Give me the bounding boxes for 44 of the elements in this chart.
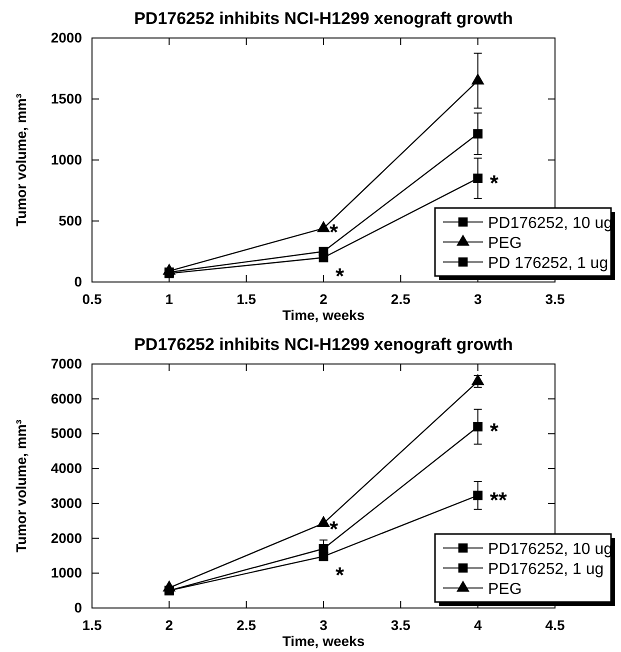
x-tick-label: 2 bbox=[165, 616, 174, 633]
y-tick-label: 7000 bbox=[50, 355, 82, 372]
annotation: * bbox=[336, 562, 344, 588]
y-tick-label: 5000 bbox=[50, 425, 82, 442]
y-tick-label: 4000 bbox=[50, 460, 82, 476]
chart-title: PD176252 inhibits NCI-H1299 xenograft growth bbox=[134, 9, 513, 28]
x-tick-label: 4 bbox=[474, 616, 482, 633]
y-tick-label: 500 bbox=[58, 212, 82, 228]
legend-label: PD176252, 1 ug bbox=[488, 561, 604, 578]
y-tick-label: 0 bbox=[74, 273, 82, 290]
annotation: * bbox=[490, 170, 499, 196]
y-tick-label: 6000 bbox=[50, 390, 82, 406]
x-tick-label: 3 bbox=[474, 290, 482, 307]
annotation: * bbox=[336, 264, 344, 289]
y-tick-label: 1500 bbox=[50, 90, 82, 106]
x-axis-title: Time, weeks bbox=[282, 633, 365, 649]
legend-label: PD 176252, 1 ug bbox=[488, 255, 608, 272]
x-tick-label: 2.5 bbox=[390, 290, 411, 307]
legend-label: PEG bbox=[488, 581, 522, 598]
y-axis-title: Tumor volume, mm³ bbox=[13, 93, 29, 226]
x-tick-label: 0.5 bbox=[82, 290, 102, 307]
x-axis-title: Time, weeks bbox=[282, 307, 365, 323]
x-tick-label: 1 bbox=[165, 290, 174, 307]
x-tick-label: 2 bbox=[320, 290, 328, 307]
y-tick-label: 2000 bbox=[50, 29, 82, 46]
y-tick-label: 1000 bbox=[50, 564, 82, 581]
x-tick-label: 4.5 bbox=[545, 616, 565, 633]
x-tick-label: 1.5 bbox=[236, 290, 256, 307]
x-tick-label: 1.5 bbox=[82, 616, 102, 633]
annotation: * bbox=[330, 220, 338, 244]
y-tick-label: 3000 bbox=[50, 494, 82, 511]
annotation: ** bbox=[490, 487, 508, 512]
x-tick-label: 3 bbox=[320, 616, 328, 633]
x-tick-label: 3.5 bbox=[545, 290, 565, 307]
x-tick-label: 3.5 bbox=[390, 616, 411, 633]
y-axis-title: Tumor volume, mm³ bbox=[13, 419, 29, 552]
y-tick-label: 1000 bbox=[50, 151, 82, 168]
annotation: * bbox=[490, 418, 499, 444]
legend-label: PEG bbox=[488, 235, 522, 252]
chart-title: PD176252 inhibits NCI-H1299 xenograft growth bbox=[134, 335, 513, 354]
y-tick-label: 0 bbox=[74, 599, 82, 616]
x-tick-label: 2.5 bbox=[236, 616, 256, 633]
y-tick-label: 2000 bbox=[50, 530, 82, 546]
annotation: * bbox=[330, 516, 338, 542]
